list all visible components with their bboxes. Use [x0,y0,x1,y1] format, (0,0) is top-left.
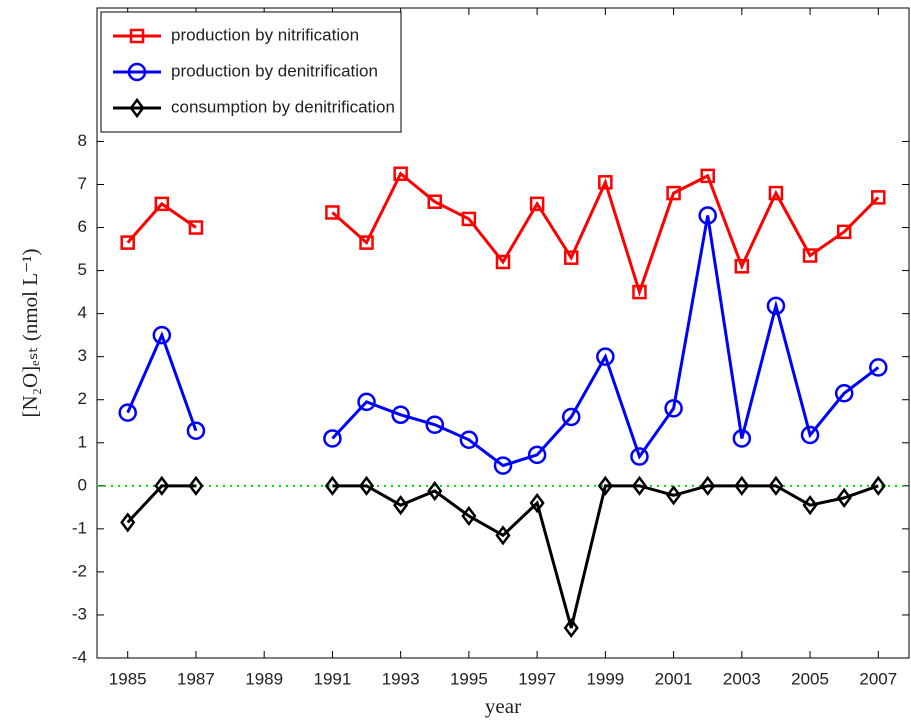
marker [188,475,204,496]
marker [563,617,579,638]
y-tick-label: 8 [78,131,87,150]
marker [154,475,170,496]
marker [527,445,547,465]
marker [120,512,136,533]
marker [563,250,579,265]
marker [495,525,511,546]
y-tick-label: 6 [78,217,87,236]
marker [664,399,683,418]
marker [596,347,615,366]
marker [152,325,172,345]
marker [802,495,818,516]
marker [700,475,716,496]
marker [325,205,340,220]
y-tick-label: 0 [78,475,87,494]
series-line [126,171,880,297]
marker [495,254,511,270]
marker [391,405,410,425]
x-tick-label: 1987 [177,669,215,688]
marker [427,480,443,502]
marker [871,190,886,205]
marker [358,475,375,496]
marker [129,28,145,44]
y-tick-label: -1 [72,518,87,537]
x-tick-label: 2003 [723,669,761,688]
y-tick-label: 7 [78,174,87,193]
marker [493,456,513,475]
marker [598,175,613,190]
marker [734,259,750,274]
marker [630,447,649,466]
x-tick-label: 2001 [655,669,693,688]
marker [734,475,750,496]
marker [529,492,545,514]
marker [459,430,479,450]
marker [836,224,852,240]
marker [732,429,752,448]
marker [188,220,204,235]
x-tick-label: 2005 [791,669,829,688]
y-tick-label: -3 [72,604,87,623]
x-axis-label: year [485,694,521,718]
marker [700,168,715,184]
x-tick-label: 1989 [245,669,283,688]
marker [802,248,818,263]
plot-area [96,7,910,659]
marker [768,185,784,201]
marker [127,62,147,82]
x-tick-label: 1997 [518,669,556,688]
marker [698,206,717,225]
marker [357,392,376,412]
series-line [126,215,880,468]
y-tick-label: 3 [78,346,87,365]
x-tick-label: 1999 [586,669,624,688]
marker [869,358,888,377]
x-tick-label: 1993 [382,669,420,688]
legend-label: production by denitrification [171,61,378,80]
marker [529,196,545,212]
marker [323,429,342,448]
marker [632,284,647,300]
marker [666,185,681,201]
y-tick-label: 1 [78,432,87,451]
x-tick-label: 1985 [109,669,147,688]
marker [118,403,137,422]
x-tick-label: 1991 [313,669,351,688]
legend-label: consumption by denitrification [171,97,395,116]
marker [800,425,820,445]
marker [768,475,784,496]
series-line [126,484,879,629]
marker [597,475,613,496]
marker [129,97,145,119]
y-tick-label: 5 [78,260,87,279]
x-tick-label: 1995 [450,669,488,688]
y-tick-label: 2 [78,389,87,408]
marker [870,475,886,496]
marker [836,487,852,508]
marker [154,196,170,212]
y-tick-label: -2 [72,561,87,580]
marker [834,384,854,403]
y-tick-label: -4 [72,647,87,666]
y-tick-label: 4 [78,303,87,322]
marker [425,415,445,434]
marker [461,505,477,527]
marker [561,407,581,427]
y-axis-label: [N₂O]ₑₛₜ (nmol L⁻¹) [18,249,42,418]
marker [766,296,786,316]
marker [427,194,443,209]
marker [393,495,409,516]
marker [631,475,648,496]
marker [666,485,682,506]
marker [324,475,340,496]
x-tick-label: 2007 [859,669,897,688]
marker [461,211,477,227]
marker [359,235,374,250]
marker [186,421,206,440]
legend-label: production by nitrification [171,25,359,44]
marker [120,235,135,250]
marker [393,166,408,181]
